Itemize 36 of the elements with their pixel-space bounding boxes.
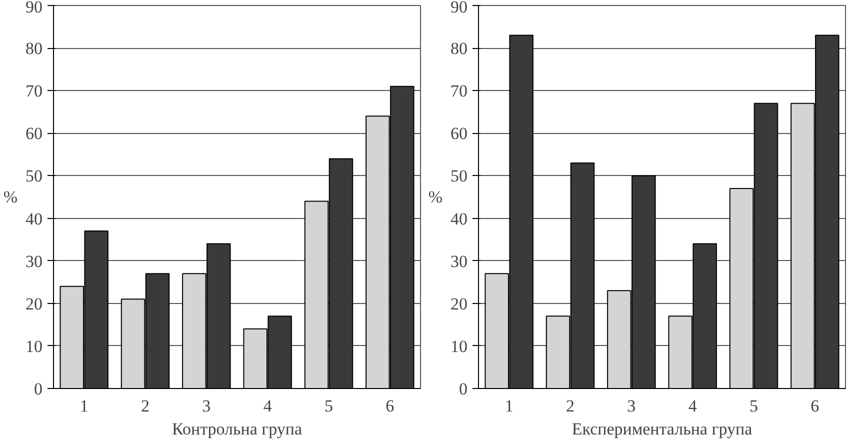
x-tick-label: 6 [386,396,394,416]
y-tick-label: 50 [450,166,468,186]
x-axis-title: Контрольна група [172,420,302,438]
x-tick-label: 4 [688,396,698,416]
y-tick-label: 90 [450,0,468,16]
y-tick-label: 60 [26,124,42,144]
x-tick-label: 6 [810,396,820,416]
x-tick-label: 1 [80,396,88,416]
x-tick-label: 2 [141,396,150,416]
x-tick-label: 3 [627,396,636,416]
y-tick-label: 60 [450,124,468,144]
y-tick-label: 40 [26,209,42,228]
x-tick-label: 2 [566,396,574,416]
y-tick-label: 50 [26,166,42,186]
y-tick-label: 90 [26,0,42,16]
y-tick-label: 20 [26,294,42,314]
y-tick-label: 10 [450,336,468,356]
x-tick-label: 1 [504,396,514,416]
x-tick-label: 4 [263,396,272,416]
x-tick-label: 5 [750,396,758,416]
y-tick-label: 10 [26,336,42,356]
x-tick-label: 3 [202,396,211,416]
y-axis-title: % [428,188,443,206]
x-axis-title: Експериментальна група [572,420,753,438]
y-tick-label: 30 [26,252,42,271]
y-tick-label: 70 [26,82,42,101]
y-tick-label: 0 [34,380,42,398]
y-tick-label: 80 [26,39,42,58]
y-tick-label: 30 [450,252,468,271]
y-tick-label: 20 [450,294,468,314]
y-tick-label: 0 [459,380,468,398]
y-axis-title: % [3,188,18,206]
y-tick-label: 40 [450,209,468,228]
x-tick-label: 5 [324,396,333,416]
y-tick-label: 80 [450,39,468,58]
y-tick-label: 70 [450,82,468,101]
